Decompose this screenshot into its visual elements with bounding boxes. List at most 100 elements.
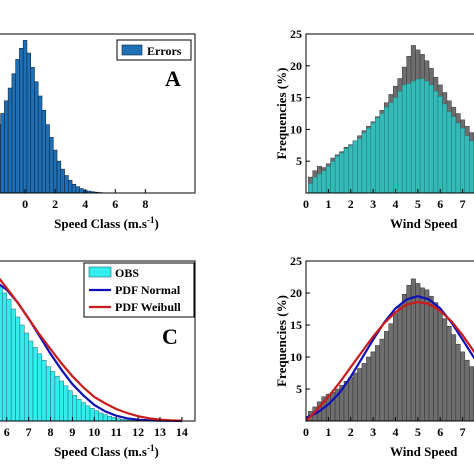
panel-d-axes <box>305 260 474 422</box>
panel-b-bar-cyan <box>446 111 452 193</box>
panel-c-bar <box>102 414 108 421</box>
panel-c-bar <box>111 417 117 421</box>
panel-d-bar <box>352 372 358 421</box>
panel-c-bar <box>2 292 8 421</box>
panel-c-bar <box>41 359 47 421</box>
panel-c-legend-label-normal: PDF Normal <box>115 283 181 297</box>
panel-d-bar <box>442 318 448 421</box>
panel-b-bar-cyan <box>415 78 421 193</box>
panel-d-xtick-label-0: 0 <box>303 425 309 439</box>
panel-d-xtick-label-6: 6 <box>437 425 443 439</box>
panel-b-bar-cyan <box>357 138 363 193</box>
panel-d-bar <box>437 310 443 421</box>
panel-d-xtick-label-3: 3 <box>370 425 376 439</box>
panel-d-bar <box>392 313 398 421</box>
panel-b-ytick-label-5: 5 <box>296 154 302 168</box>
panel-b-axes <box>305 33 474 194</box>
panel-d-bar <box>415 283 421 421</box>
panel-c-xtick-label-12: 12 <box>132 425 144 439</box>
panel-c-xtick-label-11: 11 <box>111 425 122 439</box>
panel-a-bar <box>45 124 50 193</box>
panel-d-bar <box>460 351 466 421</box>
panel-c-axes <box>0 260 196 422</box>
panel-c-xtick-label-13: 13 <box>154 425 166 439</box>
panel-c-legend-label-weibull: PDF Weibull <box>115 300 181 314</box>
panel-c-bar <box>94 410 99 421</box>
panel-a-xtick-label-8: 8 <box>142 197 148 211</box>
panel-c-bar <box>72 395 78 421</box>
panel-b-bar-cyan <box>397 91 403 193</box>
panel-b-xtick-label-7: 7 <box>460 197 466 211</box>
panel-c-bar <box>28 340 34 421</box>
panel-c-bar <box>0 286 3 421</box>
panel-b-bar-cyan <box>455 122 461 193</box>
panel-a-bar <box>64 175 69 193</box>
panel-a-xlabel: Speed Class (m.s-1) <box>54 215 159 231</box>
panel-b-xtick-label-1: 1 <box>325 197 331 211</box>
panel-d-bar <box>366 356 372 421</box>
panel-c-xlabel: Speed Class (m.s-1) <box>54 443 159 459</box>
panel-a-plot <box>0 40 103 193</box>
panel-a-legend-label: Errors <box>147 44 182 58</box>
panel-d-xtick-label-2: 2 <box>348 425 354 439</box>
panel-c-xtick-label-10: 10 <box>88 425 100 439</box>
panel-d-bar <box>370 351 376 421</box>
panel-c-bar <box>15 316 21 421</box>
panel-b-bar-cyan <box>384 106 389 193</box>
panel-b-bar-cyan <box>352 140 358 193</box>
panel-d-bar <box>330 391 336 421</box>
panel-c-xtick-label-6: 6 <box>4 425 10 439</box>
panel-c-xtick-label-8: 8 <box>48 425 54 439</box>
panel-a-xtick-label-4: 4 <box>82 197 88 211</box>
panel-c-xtick-label-14: 14 <box>176 425 188 439</box>
panel-c-bar <box>37 353 43 421</box>
panel-b-bar-cyan <box>366 127 372 193</box>
panel-d-bar <box>348 377 354 421</box>
panel-b-xtick-label-3: 3 <box>370 197 376 211</box>
panel-d-bar <box>469 366 474 421</box>
panel-b-xtick-label-5: 5 <box>415 197 421 211</box>
panel-d-xtick-label-4: 4 <box>392 425 398 439</box>
panel-b-bar-cyan <box>325 166 331 193</box>
panel-b-xtick-label-2: 2 <box>348 197 354 211</box>
panel-a-bar <box>75 186 80 193</box>
panel-b-bar-cyan <box>316 173 322 193</box>
panel-b-bar-cyan <box>312 176 318 193</box>
panel-a-bar <box>7 87 13 193</box>
panel-d-bar <box>446 326 452 421</box>
panel-c-bar <box>98 412 104 421</box>
panel-c-bar <box>54 375 60 421</box>
panel-b-ytick-label-20: 20 <box>290 59 302 73</box>
panel-a-bar <box>30 67 35 193</box>
panel-a-bar <box>22 40 28 193</box>
panel-c-bar <box>85 405 91 421</box>
panel-b-bar-cyan <box>330 160 336 193</box>
panel-a-bar <box>34 81 39 193</box>
panel-b-bar-cyan <box>401 84 407 193</box>
panel-b-bar-cyan <box>442 103 448 193</box>
panel-b-bar-cyan <box>370 122 376 193</box>
panel-b-bar-cyan <box>428 84 434 193</box>
panel-d-bar <box>424 289 430 421</box>
panel-a-legend: Errors <box>116 39 192 61</box>
panel-c-legend: OBS PDF Normal PDF Weibull <box>83 262 195 318</box>
panel-a-bar <box>11 73 16 193</box>
panel-c-bar <box>63 385 69 421</box>
panel-d-bar <box>375 345 381 421</box>
panel-d-xtick-label-5: 5 <box>415 425 421 439</box>
panel-d-bar <box>433 302 439 421</box>
panel-d-xtick-label-1: 1 <box>325 425 331 439</box>
panel-a-xtick-label-2: 2 <box>52 197 58 211</box>
panel-d-ytick-label-25: 25 <box>290 254 302 268</box>
panel-a-bar <box>56 160 62 193</box>
panel-d-plot <box>307 278 474 421</box>
panel-d-xlabel: Wind Speed <box>390 444 458 459</box>
panel-a-bar <box>60 168 65 193</box>
panel-b-xtick-label-0: 0 <box>303 197 309 211</box>
panel-b-xtick-label-6: 6 <box>437 197 443 211</box>
panel-d-bar <box>397 305 403 421</box>
panel-d-bar <box>455 343 461 421</box>
panel-b-bar-cyan <box>437 96 443 193</box>
panel-a-legend-swatch <box>121 44 143 56</box>
panel-b-ytick-label-25: 25 <box>290 27 302 41</box>
